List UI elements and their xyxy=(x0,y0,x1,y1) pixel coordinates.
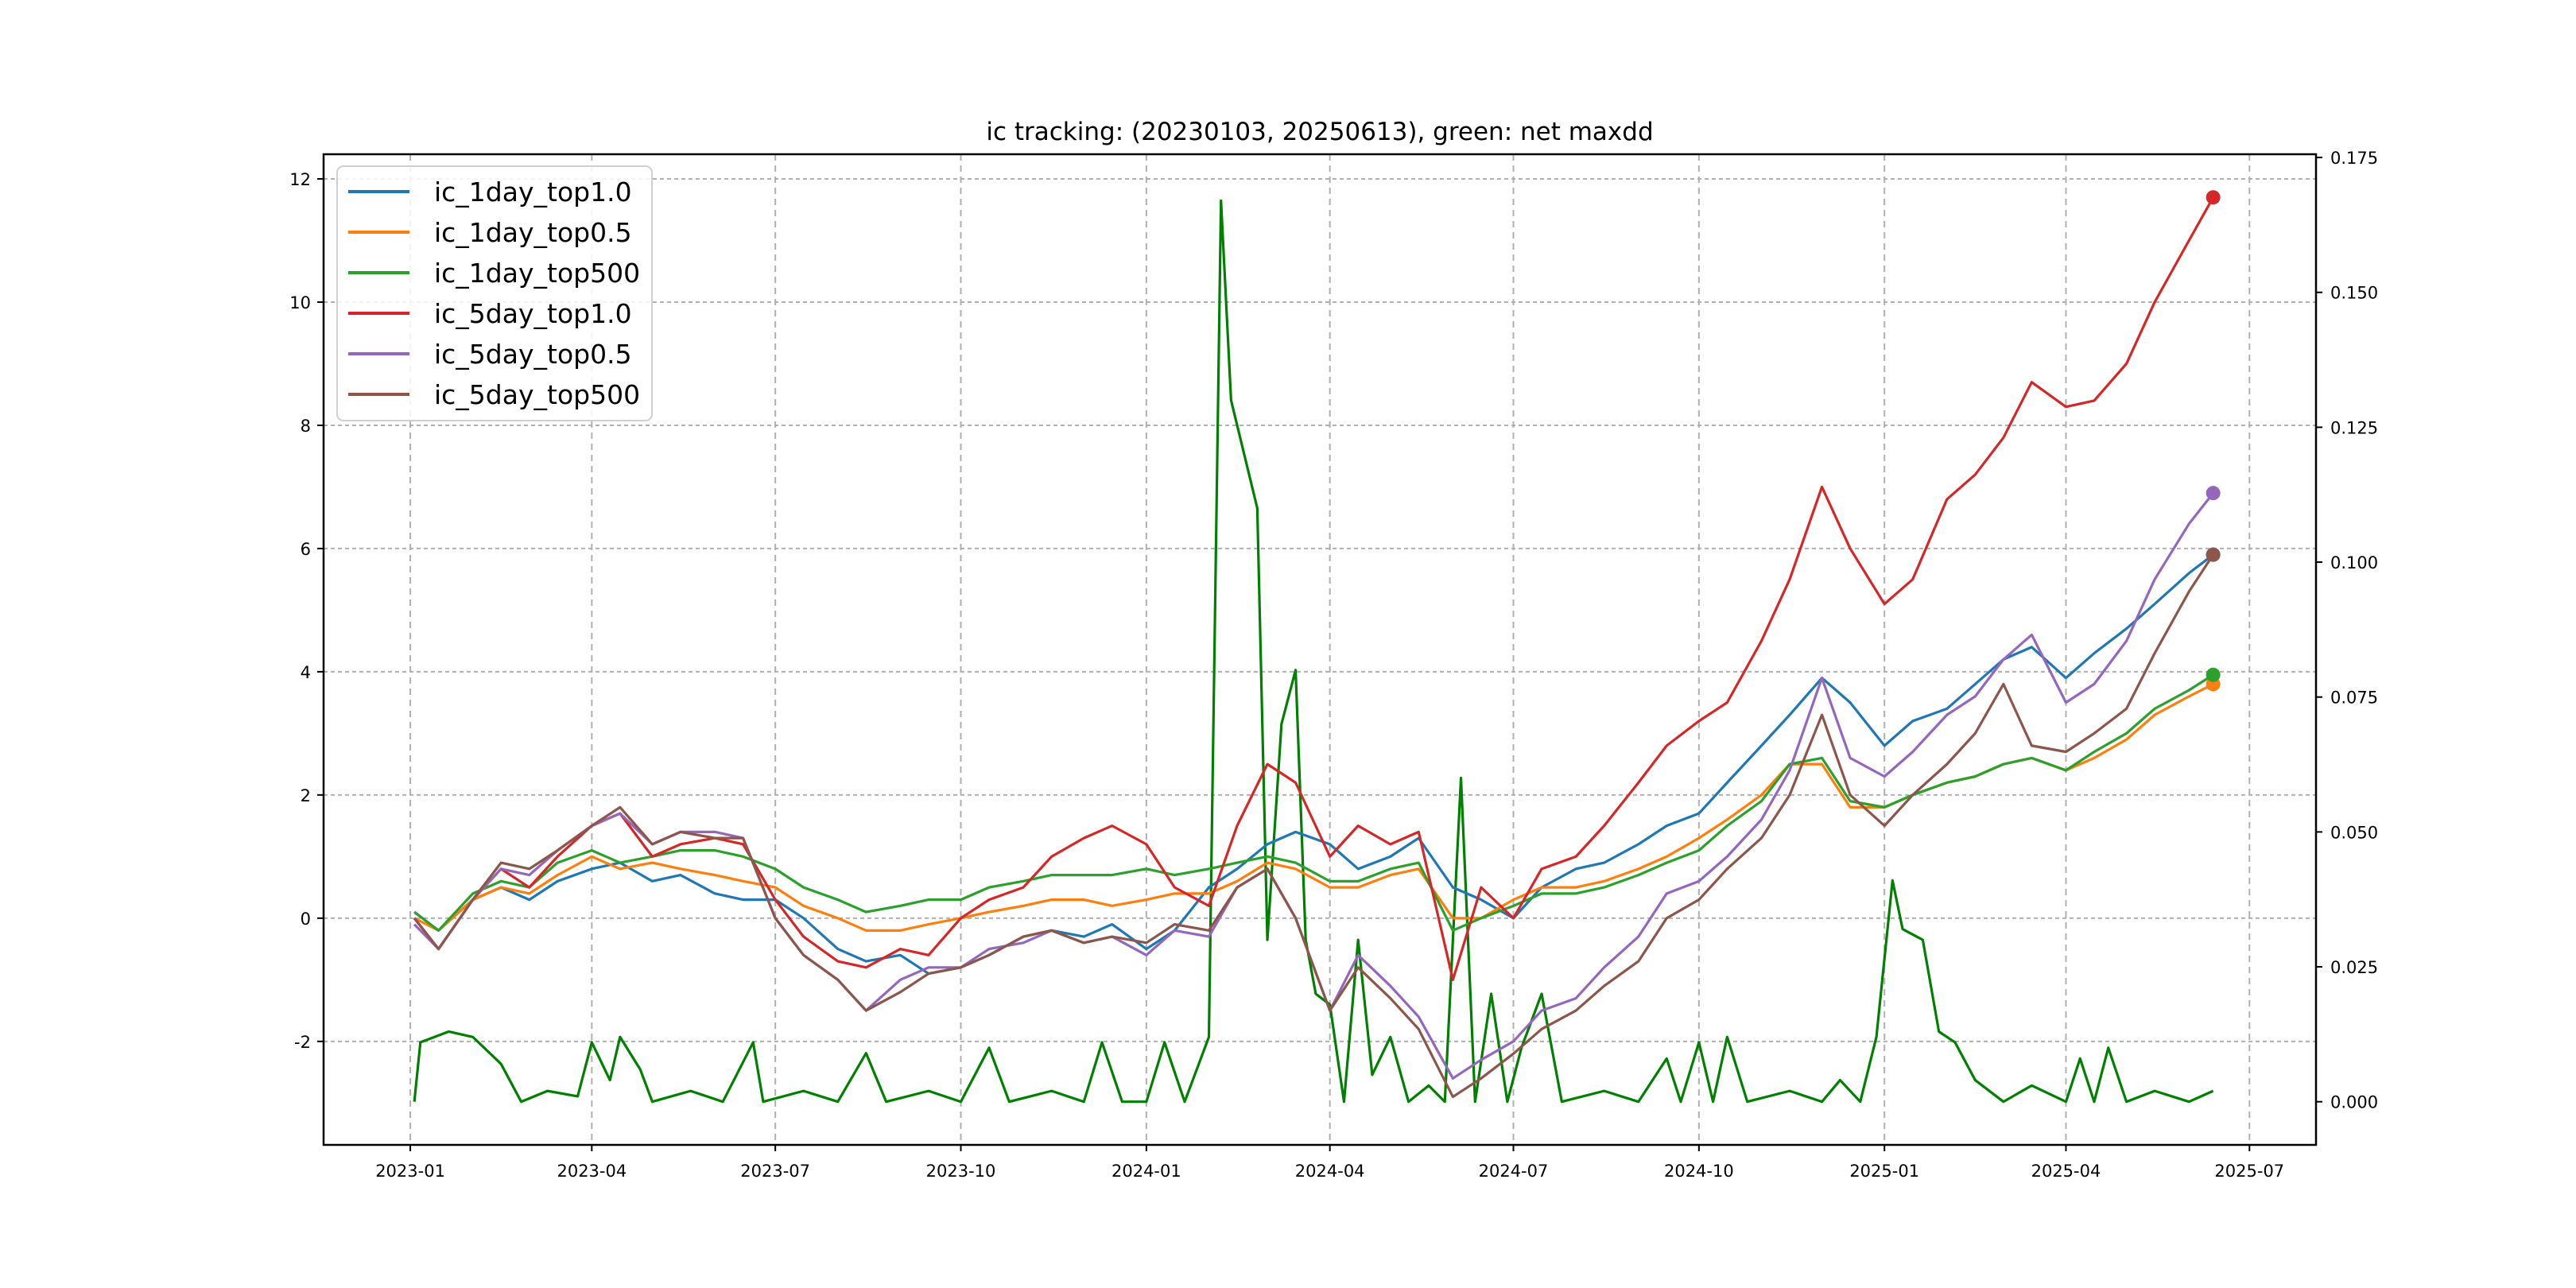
plot-frame xyxy=(322,153,2318,1146)
series-line-ic-1day-top500 xyxy=(413,673,2214,932)
x-tick-label: 2025-07 xyxy=(2214,1162,2284,1181)
y-axis-right: 0.000 0.025 0.050 0.075 0.100 0.125 0.150 0.175 xyxy=(2316,149,2378,1112)
grid xyxy=(324,154,2316,1145)
y-tick-label: 4 xyxy=(301,663,311,682)
y-right-tick-label: 0.100 xyxy=(2330,553,2378,572)
x-tick-label: 2023-04 xyxy=(557,1162,627,1181)
x-tick-label: 2025-01 xyxy=(1849,1162,1919,1181)
series-line-ic-1day-top0-5 xyxy=(413,682,2214,932)
y-right-tick-label: 0.050 xyxy=(2330,823,2378,842)
y-tick-label: 12 xyxy=(289,170,311,189)
x-tick-label: 2024-10 xyxy=(1664,1162,1734,1181)
chart-title: ic tracking: (20230103, 20250613), green… xyxy=(986,118,1653,146)
y-axis-left: -2 0 2 4 6 8 10 12 xyxy=(289,170,324,1052)
x-tick-label: 2023-10 xyxy=(926,1162,996,1181)
end-marker-ic-5day-top500 xyxy=(2206,547,2221,562)
y-right-tick-label: 0.175 xyxy=(2330,149,2378,168)
y-tick-label: 2 xyxy=(301,786,311,805)
end-marker-ic-5day-top0-5 xyxy=(2206,486,2221,501)
series-line-ic-1day-top1-0 xyxy=(413,553,2214,976)
y-tick-label: 10 xyxy=(289,293,311,312)
y-tick-label: -2 xyxy=(294,1033,311,1052)
x-axis: 2023-01 2023-04 2023-07 2023-10 2024-01 2024-… xyxy=(375,1145,2284,1181)
y-right-tick-label: 0.000 xyxy=(2330,1093,2378,1112)
series-line-ic-5day-top1-0 xyxy=(413,196,2215,981)
series-line-ic-5day-top500 xyxy=(413,553,2214,1099)
y-right-tick-label: 0.075 xyxy=(2330,689,2378,708)
x-tick-label: 2023-01 xyxy=(375,1162,445,1181)
series-line-ic-5day-top0-5 xyxy=(413,492,2214,1080)
y-right-tick-label: 0.125 xyxy=(2330,418,2378,437)
x-tick-label: 2023-07 xyxy=(740,1162,810,1181)
y-tick-label: 8 xyxy=(301,417,311,436)
end-marker-ic-1day-top500 xyxy=(2206,667,2221,682)
legend-label: ic_1day_top0.5 xyxy=(434,217,632,248)
legend: ic_1day_top1.0 ic_1day_top0.5 ic_1day_top5… xyxy=(336,165,653,421)
legend-label: ic_5day_top1.0 xyxy=(434,298,632,329)
legend-label: ic_5day_top0.5 xyxy=(434,339,632,370)
series-line-net-maxdd xyxy=(413,199,2214,1104)
legend-label: ic_1day_top1.0 xyxy=(434,177,632,208)
x-tick-label: 2024-04 xyxy=(1295,1162,1365,1181)
y-tick-label: 6 xyxy=(301,540,311,559)
x-tick-label: 2024-07 xyxy=(1479,1162,1549,1181)
x-tick-label: 2024-01 xyxy=(1111,1162,1181,1181)
plot-lines xyxy=(413,190,2221,1104)
y-right-tick-label: 0.025 xyxy=(2330,958,2378,977)
x-tick-label: 2025-04 xyxy=(2031,1162,2101,1181)
y-tick-label: 0 xyxy=(301,910,311,929)
legend-label: ic_1day_top500 xyxy=(434,258,640,289)
legend-label: ic_5day_top500 xyxy=(434,379,640,410)
y-right-tick-label: 0.150 xyxy=(2330,284,2378,303)
end-marker-ic-5day-top1-0 xyxy=(2206,190,2221,205)
legend-box xyxy=(336,165,653,421)
